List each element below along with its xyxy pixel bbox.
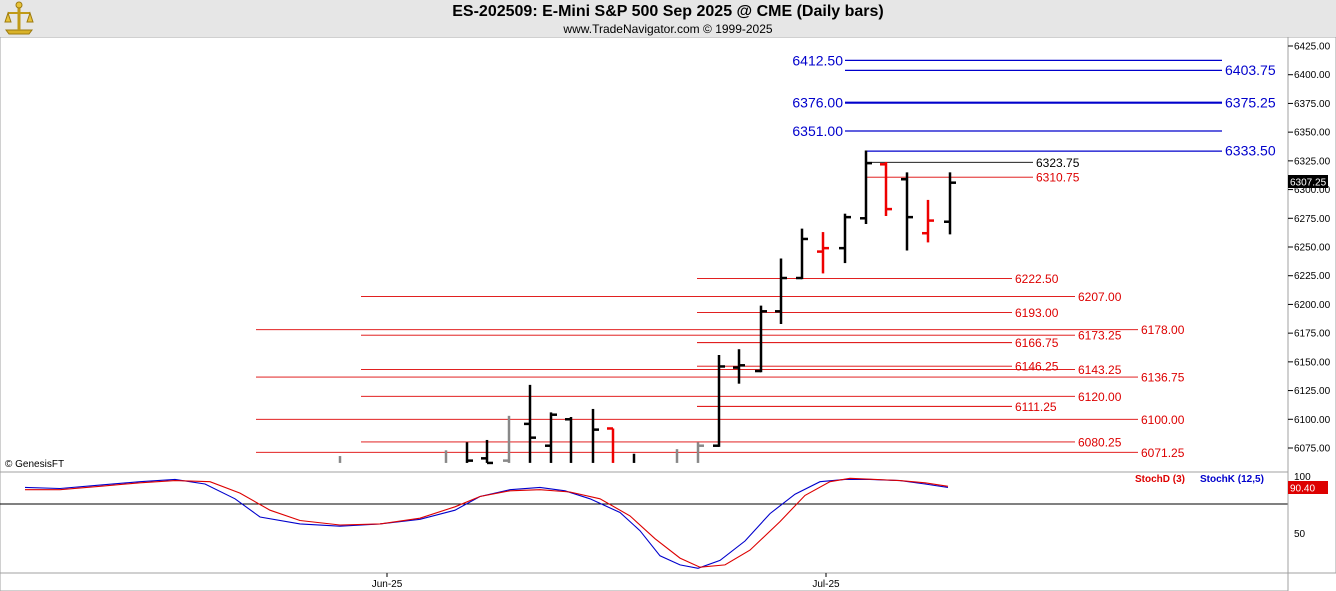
level-label: 6375.25 [1225,95,1276,111]
y-tick-label: 6100.00 [1294,415,1331,426]
trade-navigator-logo-icon [0,0,38,37]
chart-subtitle: www.TradeNavigator.com © 1999-2025 [563,22,773,36]
stoch-tick-50: 50 [1294,529,1306,540]
x-axis-label: Jul-25 [812,579,840,590]
last-price-tag [1288,175,1328,188]
level-label: 6193.00 [1015,306,1059,320]
y-tick-label: 6400.00 [1294,70,1331,81]
stochastic-lines [24,477,949,569]
legend-stochd: StochD (3) [1135,474,1185,485]
chart-header: ES-202509: E-Mini S&P 500 Sep 2025 @ CME… [0,0,1336,37]
level-label: 6071.25 [1141,446,1185,460]
level-label: 6412.50 [792,52,843,68]
level-label: 6143.25 [1078,363,1122,377]
chart-canvas: 6412.50 6403.75 6376.00 6375.25 6351.00 6333.… [0,37,1336,591]
x-axis-labels: Jun-25 Jul-25 [372,573,840,590]
level-label: 6111.25 [1015,400,1057,414]
y-tick-label: 6225.00 [1294,271,1331,282]
price-bars [338,150,956,465]
stochd-line [25,477,949,568]
stoch-last-tag [1288,481,1328,494]
stoch-tick-100: 100 [1294,472,1311,483]
y-tick-label: 6075.00 [1294,444,1331,455]
x-axis-panel [0,572,1289,591]
level-label: 6222.50 [1015,272,1059,286]
legend-stochk: StochK (12,5) [1200,474,1264,485]
level-label: 6100.00 [1141,413,1185,427]
y-tick-label: 6350.00 [1294,128,1331,139]
level-label: 6080.25 [1078,435,1122,449]
y-tick-label: 6425.00 [1294,42,1331,53]
level-label: 6207.00 [1078,290,1122,304]
stochk-line [24,478,949,569]
y-tick-label: 6175.00 [1294,329,1331,340]
level-lines: 6412.50 6403.75 6376.00 6375.25 6351.00 6333.… [256,52,1276,460]
price-panel [0,37,1289,473]
level-label: 6173.25 [1078,329,1122,343]
y-tick-label: 6375.00 [1294,99,1331,110]
genesis-copyright: © GenesisFT [5,459,64,470]
stoch-last-label: 90.40 [1290,484,1315,495]
level-label: 6310.75 [1036,171,1080,185]
y-tick-label: 6275.00 [1294,214,1331,225]
x-axis-label: Jun-25 [372,579,403,590]
level-label: 6178.00 [1141,323,1185,337]
y-tick-label: 6250.00 [1294,243,1331,254]
level-label: 6166.75 [1015,336,1059,350]
last-price-label: 6307.25 [1290,178,1327,189]
level-label: 6120.00 [1078,390,1122,404]
stochastic-panel [0,471,1289,574]
chart-title: ES-202509: E-Mini S&P 500 Sep 2025 @ CME… [452,3,884,20]
level-label: 6323.75 [1036,156,1080,170]
y-tick-label: 6300.00 [1294,185,1331,196]
level-label: 6136.75 [1141,371,1185,385]
level-label: 6333.50 [1225,143,1276,159]
y-tick-label: 6150.00 [1294,357,1331,368]
y-tick-label: 6125.00 [1294,386,1331,397]
level-label: 6351.00 [792,123,843,139]
price-y-axis-ticks: 6425.00 6400.00 6375.00 6350.00 6325.00 6300.… [1288,42,1331,455]
y-tick-label: 6325.00 [1294,156,1331,167]
level-label: 6403.75 [1225,62,1276,78]
level-label: 6146.25 [1015,360,1059,374]
level-label: 6376.00 [792,94,843,110]
y-tick-label: 6200.00 [1294,300,1331,311]
